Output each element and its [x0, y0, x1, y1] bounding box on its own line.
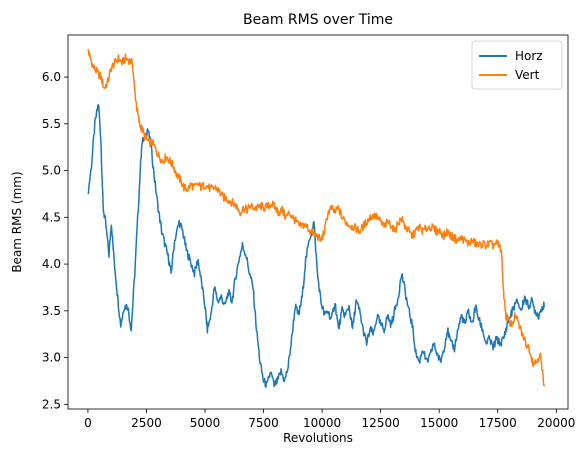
y-tick-label: 6.0 [42, 70, 61, 84]
series-line-vert [87, 48, 546, 387]
x-tick-label: 15000 [420, 416, 458, 430]
plot-area [67, 34, 569, 410]
legend-label-vert: Vert [515, 68, 540, 82]
y-tick-label: 4.0 [42, 257, 61, 271]
legend-label-horz: Horz [515, 49, 543, 63]
x-tick-label: 7500 [248, 416, 279, 430]
y-tick-label: 3.0 [42, 351, 61, 365]
x-tick-label: 17500 [479, 416, 517, 430]
x-axis-ticks: 0 2500 5000 7500 10000 12500 15000 17500 20000 [84, 409, 575, 430]
x-axis-title: Revolutions [283, 431, 353, 445]
x-tick-label: 10000 [303, 416, 341, 430]
x-tick-label: 5000 [190, 416, 221, 430]
series-layer [87, 48, 546, 388]
x-tick-label: 2500 [131, 416, 162, 430]
chart-title: Beam RMS over Time [243, 12, 393, 28]
y-tick-label: 4.5 [42, 210, 61, 224]
y-axis-title: Beam RMS (mm) [10, 171, 24, 272]
x-tick-label: 0 [84, 416, 92, 430]
y-tick-label: 5.0 [42, 164, 61, 178]
y-tick-label: 5.5 [42, 117, 61, 131]
legend-box [471, 40, 563, 90]
legend: Horz Vert [471, 40, 563, 90]
y-tick-label: 3.5 [42, 304, 61, 318]
x-tick-label: 20000 [537, 416, 575, 430]
series-line-horz [87, 104, 546, 388]
y-axis-ticks: 2.5 3.0 3.5 4.0 4.5 5.0 5.5 6.0 [42, 70, 68, 411]
plot-frame [67, 34, 569, 410]
y-tick-label: 2.5 [42, 397, 61, 411]
x-tick-label: 12500 [362, 416, 400, 430]
